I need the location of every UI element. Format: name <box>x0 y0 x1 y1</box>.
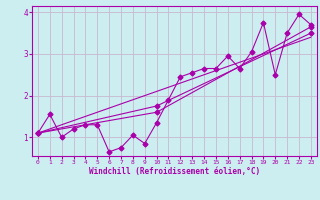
X-axis label: Windchill (Refroidissement éolien,°C): Windchill (Refroidissement éolien,°C) <box>89 167 260 176</box>
